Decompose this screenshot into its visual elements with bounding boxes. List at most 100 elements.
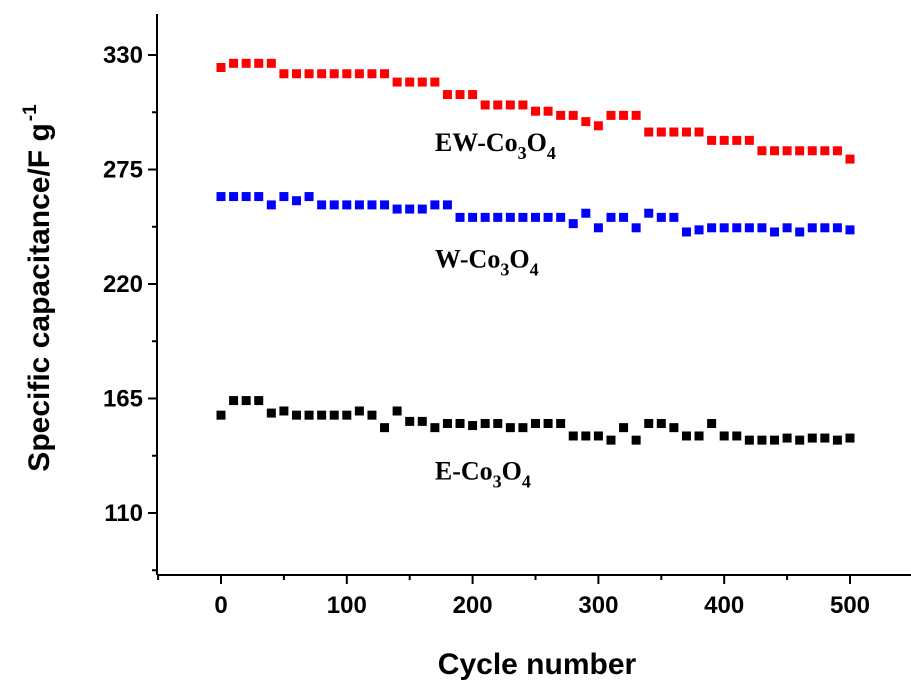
series-label-base: E-Co (435, 457, 493, 486)
data-point (217, 192, 226, 201)
data-point (405, 417, 414, 426)
data-point (481, 213, 490, 222)
data-point (795, 436, 804, 445)
data-point (808, 223, 817, 232)
data-point (443, 200, 452, 209)
series-label-sub2: 4 (547, 143, 556, 163)
data-point (342, 200, 351, 209)
data-point (292, 69, 301, 78)
y-tick-label: 165 (103, 386, 143, 413)
series-label-mid: O (527, 128, 547, 157)
data-point (783, 146, 792, 155)
data-point (518, 423, 527, 432)
data-point (456, 213, 465, 222)
data-point (254, 59, 263, 68)
data-point (506, 423, 515, 432)
y-tick-label: 110 (104, 500, 143, 527)
data-point (531, 419, 540, 428)
data-point (833, 223, 842, 232)
svg-text:Specific capacitance/F g-1: Specific capacitance/F g -1 (20, 104, 56, 472)
data-point (531, 213, 540, 222)
data-point (267, 200, 276, 209)
data-point (569, 219, 578, 228)
data-point (506, 213, 515, 222)
data-point (380, 69, 389, 78)
data-point (217, 63, 226, 72)
data-point (468, 213, 477, 222)
data-point (242, 192, 251, 201)
data-point (317, 69, 326, 78)
data-point (443, 90, 452, 99)
data-point (783, 434, 792, 443)
y-axis-title: Specific capacitance/F g (23, 123, 56, 471)
data-point (518, 100, 527, 109)
data-point (242, 396, 251, 405)
data-point (644, 128, 653, 137)
data-point (720, 136, 729, 145)
data-point (405, 205, 414, 214)
data-point (305, 411, 314, 420)
data-point (569, 111, 578, 120)
data-point (682, 227, 691, 236)
data-point (518, 213, 527, 222)
data-point (606, 111, 615, 120)
data-point (657, 213, 666, 222)
data-point (393, 205, 402, 214)
plot-frame (157, 14, 911, 575)
data-point (707, 136, 716, 145)
data-point (808, 434, 817, 443)
data-point (342, 69, 351, 78)
data-point (594, 223, 603, 232)
data-point (569, 431, 578, 440)
data-point (695, 225, 704, 234)
data-point (669, 423, 678, 432)
data-point (380, 200, 389, 209)
data-point (757, 223, 766, 232)
data-point (707, 223, 716, 232)
data-point (342, 411, 351, 420)
series-label-sub2: 4 (530, 259, 539, 279)
y-axis-title-group: Specific capacitance/F g -1 (20, 104, 56, 472)
data-point (783, 223, 792, 232)
data-point (846, 225, 855, 234)
data-point (757, 436, 766, 445)
data-point (367, 411, 376, 420)
x-tick-label: 200 (453, 592, 493, 619)
data-point (493, 419, 502, 428)
data-point (544, 419, 553, 428)
data-point (682, 431, 691, 440)
data-point (657, 419, 666, 428)
data-point (267, 409, 276, 418)
data-point (669, 213, 678, 222)
data-point (456, 90, 465, 99)
data-point (707, 419, 716, 428)
data-point (820, 223, 829, 232)
series-e-co3o4 (217, 396, 855, 445)
data-point (506, 100, 515, 109)
series-label-base: EW-Co (435, 128, 518, 157)
data-point (581, 117, 590, 126)
series-label-sub1: 3 (493, 472, 502, 492)
series-label-mid: O (502, 457, 522, 486)
data-point (493, 213, 502, 222)
y-tick-label: 275 (103, 157, 143, 184)
data-point (619, 213, 628, 222)
data-point (292, 411, 301, 420)
data-point (732, 431, 741, 440)
series-label-sub1: 3 (518, 143, 527, 163)
data-point (820, 434, 829, 443)
data-point (279, 69, 288, 78)
data-point (393, 406, 402, 415)
data-point (418, 417, 427, 426)
data-point (795, 227, 804, 236)
data-point (833, 436, 842, 445)
y-axis-title-superscript: -1 (20, 104, 41, 121)
data-point (217, 411, 226, 420)
data-point (330, 411, 339, 420)
data-point (355, 200, 364, 209)
data-point (305, 192, 314, 201)
data-point (544, 213, 553, 222)
data-point (481, 419, 490, 428)
data-point (556, 213, 565, 222)
